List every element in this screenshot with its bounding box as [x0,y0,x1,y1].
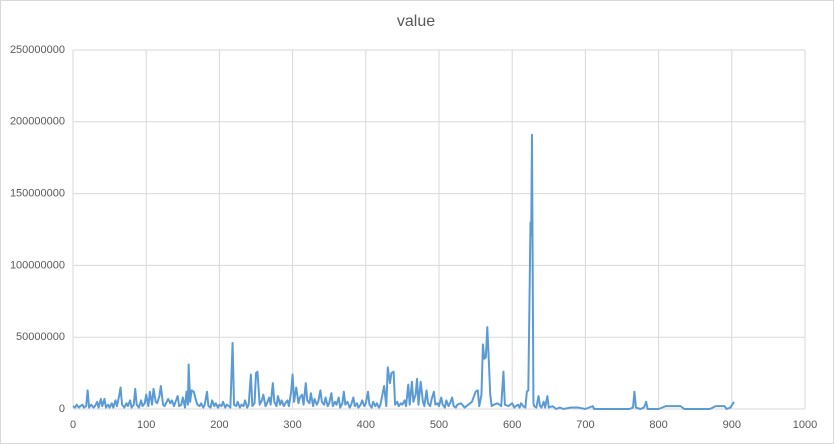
y-tick-label: 250000000 [10,44,65,56]
x-tick-label: 100 [137,419,155,431]
x-tick-label: 800 [649,419,667,431]
data-line [72,133,735,410]
y-tick-label: 0 [59,403,65,415]
y-tick-label: 150000000 [10,188,65,200]
x-tick-label: 1000 [793,419,817,431]
x-tick-label: 200 [210,419,228,431]
x-tick-label: 700 [576,419,594,431]
x-tick-label: 900 [723,419,741,431]
y-tick-label: 100000000 [10,259,65,271]
y-tick-label: 50000000 [16,331,65,343]
x-tick-label: 500 [430,419,448,431]
y-tick-label: 200000000 [10,116,65,128]
x-tick-label: 0 [70,419,76,431]
chart-title: value [397,13,435,30]
x-tick-label: 600 [503,419,521,431]
x-tick-label: 300 [283,419,301,431]
x-tick-label: 400 [357,419,375,431]
